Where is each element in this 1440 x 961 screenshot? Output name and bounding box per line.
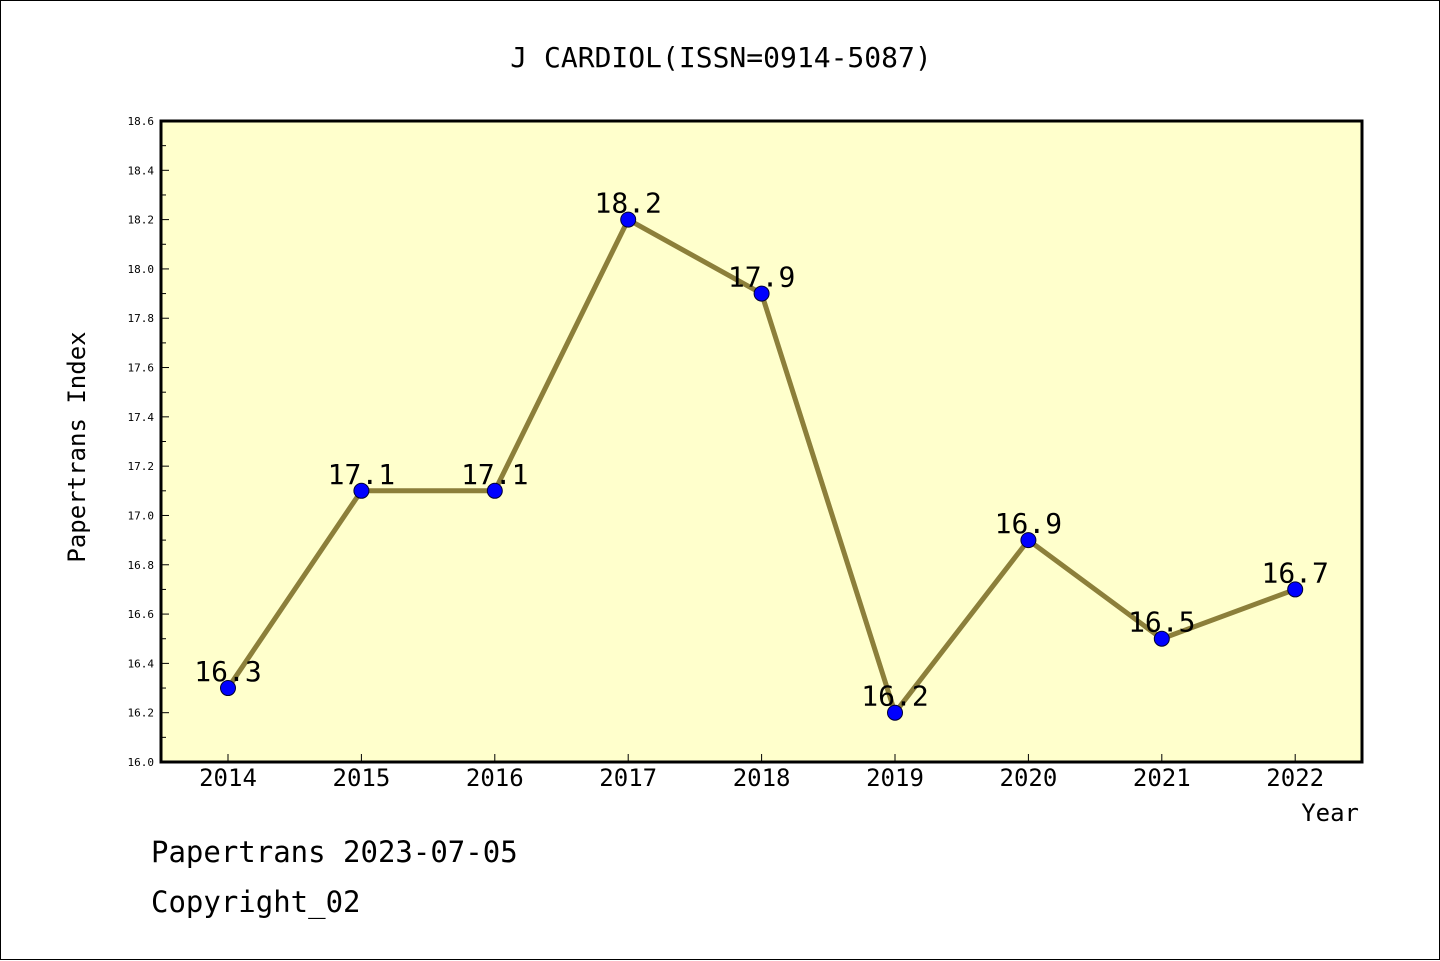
x-tick-label: 2014 bbox=[199, 764, 257, 792]
y-tick-label: 16.8 bbox=[128, 559, 155, 572]
footer-copyright: Copyright_02 bbox=[151, 885, 361, 919]
y-tick-label: 17.8 bbox=[128, 312, 155, 325]
data-label: 16.2 bbox=[861, 680, 928, 713]
data-label: 18.2 bbox=[594, 187, 661, 220]
data-point bbox=[620, 211, 637, 228]
x-tick-label: 2019 bbox=[866, 764, 924, 792]
series: 16.3 17.1 17.1 18.2 17.9 16.2 16.9 16.5 16.7 bbox=[194, 187, 1329, 721]
x-tick-label: 2015 bbox=[333, 764, 391, 792]
data-point bbox=[1153, 630, 1170, 647]
data-point bbox=[1020, 532, 1037, 549]
data-label: 17.9 bbox=[728, 261, 795, 294]
y-tick-label: 18.2 bbox=[128, 214, 155, 227]
x-axis-label: Year bbox=[1301, 799, 1359, 827]
y-axis-label: Papertrans Index bbox=[63, 331, 91, 562]
data-point bbox=[887, 704, 903, 721]
y-tick-label: 18.0 bbox=[128, 263, 155, 276]
data-label: 17.1 bbox=[328, 458, 395, 491]
x-tick-label: 2021 bbox=[1133, 764, 1191, 792]
x-tick-label: 2018 bbox=[733, 764, 791, 792]
y-tick-label: 16.2 bbox=[128, 707, 155, 720]
y-tick-label: 16.0 bbox=[128, 756, 155, 769]
data-point bbox=[486, 482, 503, 499]
x-tick-label: 2022 bbox=[1266, 764, 1324, 792]
y-tick-label: 17.6 bbox=[128, 362, 155, 375]
y-tick-label: 18.6 bbox=[128, 115, 155, 128]
data-point bbox=[753, 285, 770, 302]
data-point bbox=[1287, 581, 1304, 598]
data-label: 17.1 bbox=[461, 458, 528, 491]
data-label: 16.9 bbox=[995, 507, 1062, 540]
y-tick-label: 17.0 bbox=[128, 509, 155, 522]
x-tick-label: 2020 bbox=[1000, 764, 1058, 792]
y-tick-label: 16.4 bbox=[128, 657, 155, 670]
data-point bbox=[353, 482, 370, 499]
chart-title: J CARDIOL(ISSN=0914-5087) bbox=[510, 41, 931, 74]
y-tick-label: 17.2 bbox=[128, 460, 155, 473]
data-label: 16.7 bbox=[1261, 556, 1328, 589]
x-tick-label: 2017 bbox=[599, 764, 657, 792]
y-tick-label: 17.4 bbox=[128, 411, 155, 424]
y-axis: 16.0 16.2 16.4 16.6 16.8 17.0 17.2 17.4 17.6 17.8… bbox=[128, 115, 169, 769]
data-label: 16.5 bbox=[1128, 606, 1195, 639]
y-tick-label: 18.4 bbox=[128, 164, 155, 177]
plot-area bbox=[159, 119, 1364, 764]
x-tick-label: 2016 bbox=[466, 764, 524, 792]
x-axis: 2014 2015 2016 2017 2018 2019 2020 2021 2022 bbox=[199, 754, 1324, 792]
y-tick-label: 16.6 bbox=[128, 608, 155, 621]
data-point bbox=[220, 680, 236, 697]
data-label: 16.3 bbox=[194, 655, 261, 688]
footer-date: Papertrans 2023-07-05 bbox=[151, 835, 518, 869]
